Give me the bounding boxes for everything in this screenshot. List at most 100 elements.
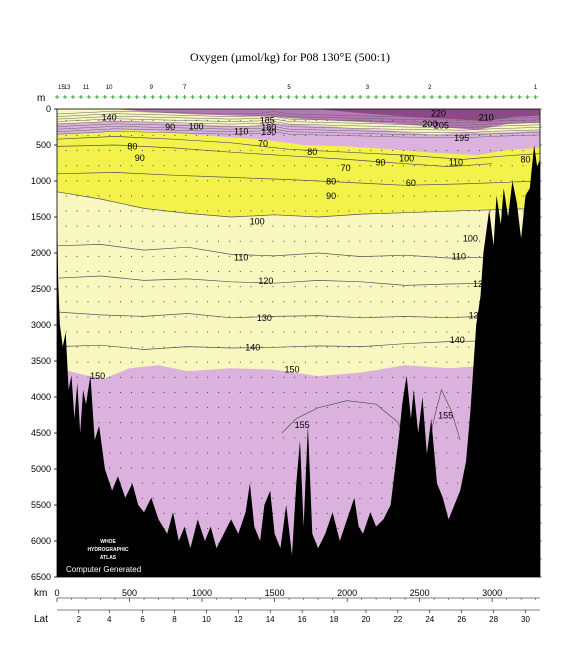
sample-dot [359,210,361,212]
sample-dot [228,512,230,514]
contour-line [57,172,540,186]
sample-dot [435,271,437,272]
sample-dot [402,255,404,257]
sample-dot [457,452,459,454]
sample-dot [348,225,350,227]
sample-dot [228,482,230,484]
sample-dot [185,271,187,272]
sample-dot [305,165,306,167]
sample-dot [239,422,241,424]
sample-dot [435,316,437,318]
sample-dot [239,376,241,378]
sample-dot [315,437,317,439]
sample-dot [381,482,383,484]
sample-dot [218,225,219,227]
sample-dot [250,301,252,303]
sample-dot [337,361,339,363]
sample-dot [272,512,274,514]
sample-dot [326,195,328,197]
sample-dot [315,422,317,424]
sample-dot [207,240,209,242]
sample-dot [196,407,198,409]
sample-dot [239,482,241,484]
sample-dot [381,316,383,318]
sample-dot [261,512,263,514]
y-axis-label: m [37,93,45,104]
sample-dot [457,150,459,151]
contour-label: 200 [422,119,437,129]
sample-dot [294,225,296,227]
y-tick-label: 2000 [31,248,51,258]
lat-tick-label: 18 [330,615,339,624]
sample-dot [337,512,339,514]
lat-tick-label: 24 [425,615,434,624]
sample-dot [424,392,426,393]
sample-dot [446,180,448,182]
sample-dot [413,346,415,348]
sample-dot [283,240,285,242]
sample-dot [207,210,209,212]
sample-dot [326,482,328,484]
sample-dot [239,331,241,333]
sample-dot [315,407,317,409]
contour-line [57,275,493,286]
sample-dot [120,210,122,212]
sample-dot [424,210,426,212]
contour-label: 110 [452,252,466,262]
sample-dot [109,467,111,469]
sample-dot [337,255,339,257]
sample-dot [196,119,198,121]
sample-dot [196,255,198,257]
sample-dot [272,165,274,167]
sample-dot [228,119,230,121]
sample-dot [250,119,252,121]
station-label: 11 [83,85,90,91]
sample-dot [413,331,415,333]
sample-dot [141,119,143,121]
sample-dot [120,437,122,439]
sample-dot [228,497,230,499]
sample-dot [196,376,198,378]
sample-dot [413,180,415,182]
sample-dot [359,452,361,454]
contour-label: 90 [375,157,385,167]
sample-dot [381,271,383,272]
sample-dot [337,240,339,242]
sample-dot [294,195,296,197]
sample-dot [163,301,165,303]
sample-dot [468,301,470,303]
sample-dot [141,346,143,348]
sample-dot [163,271,165,272]
sample-dot [348,255,350,257]
sample-dot [402,271,404,272]
sample-dot [490,119,491,121]
sample-dot [337,134,339,136]
sample-dot [446,422,448,424]
sample-dot [359,134,361,136]
sample-dot [207,452,209,454]
sample-dot [109,301,111,303]
sample-dot [490,165,491,167]
lat-tick-label: 26 [457,615,466,624]
sample-dot [305,346,306,348]
sample-dot [131,119,132,121]
sample-dot [533,134,535,136]
sample-dot [326,437,328,439]
sample-dot [479,286,481,288]
sample-dot [315,271,317,272]
sample-dot [283,407,285,409]
sample-dot [402,331,404,333]
sample-dot [315,392,317,393]
sample-dot [326,134,328,136]
sample-dot [228,286,230,288]
sample-dot [294,482,296,484]
station-label: 3 [366,85,370,91]
sample-dot [392,150,394,151]
contour-label: 150 [284,365,299,375]
sample-dot [109,376,111,378]
sample-dot [239,240,241,242]
sample-dot [479,225,481,227]
sample-dot [141,255,143,257]
contour-label: 185 [260,116,275,126]
sample-dot [337,165,339,167]
